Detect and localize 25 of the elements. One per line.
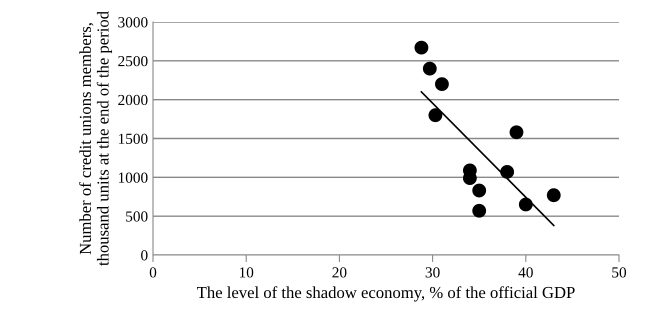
x-tick-label: 50: [612, 267, 626, 278]
point: [472, 204, 486, 218]
x-tick-label: 0: [150, 267, 156, 278]
y-tick-label: 500: [126, 211, 148, 222]
x-axis-title: The level of the shadow economy, % of the official GDP: [196, 286, 575, 302]
y-tick-label: 0: [141, 250, 148, 260]
y-axis-title: Number of credit unions members, thousand units at the end of the period: [79, 11, 112, 266]
point: [500, 164, 514, 179]
point: [518, 198, 533, 212]
point: [546, 188, 561, 202]
point: [414, 40, 428, 55]
y-tick-label: 2000: [118, 94, 148, 106]
x-tick-label: 30: [426, 267, 440, 278]
point: [472, 184, 486, 198]
y-tick-label: 3000: [118, 17, 148, 28]
y-tick-label: 2500: [118, 56, 148, 66]
point: [435, 77, 449, 92]
y-tick-label: 1500: [118, 134, 148, 144]
point: [428, 108, 442, 122]
point: [422, 62, 437, 76]
x-tick-label: 40: [518, 267, 533, 278]
point: [510, 125, 524, 140]
x-tick-label: 10: [240, 267, 254, 278]
x-tick-label: 20: [332, 267, 346, 278]
y-tick-label: 1000: [118, 172, 148, 183]
